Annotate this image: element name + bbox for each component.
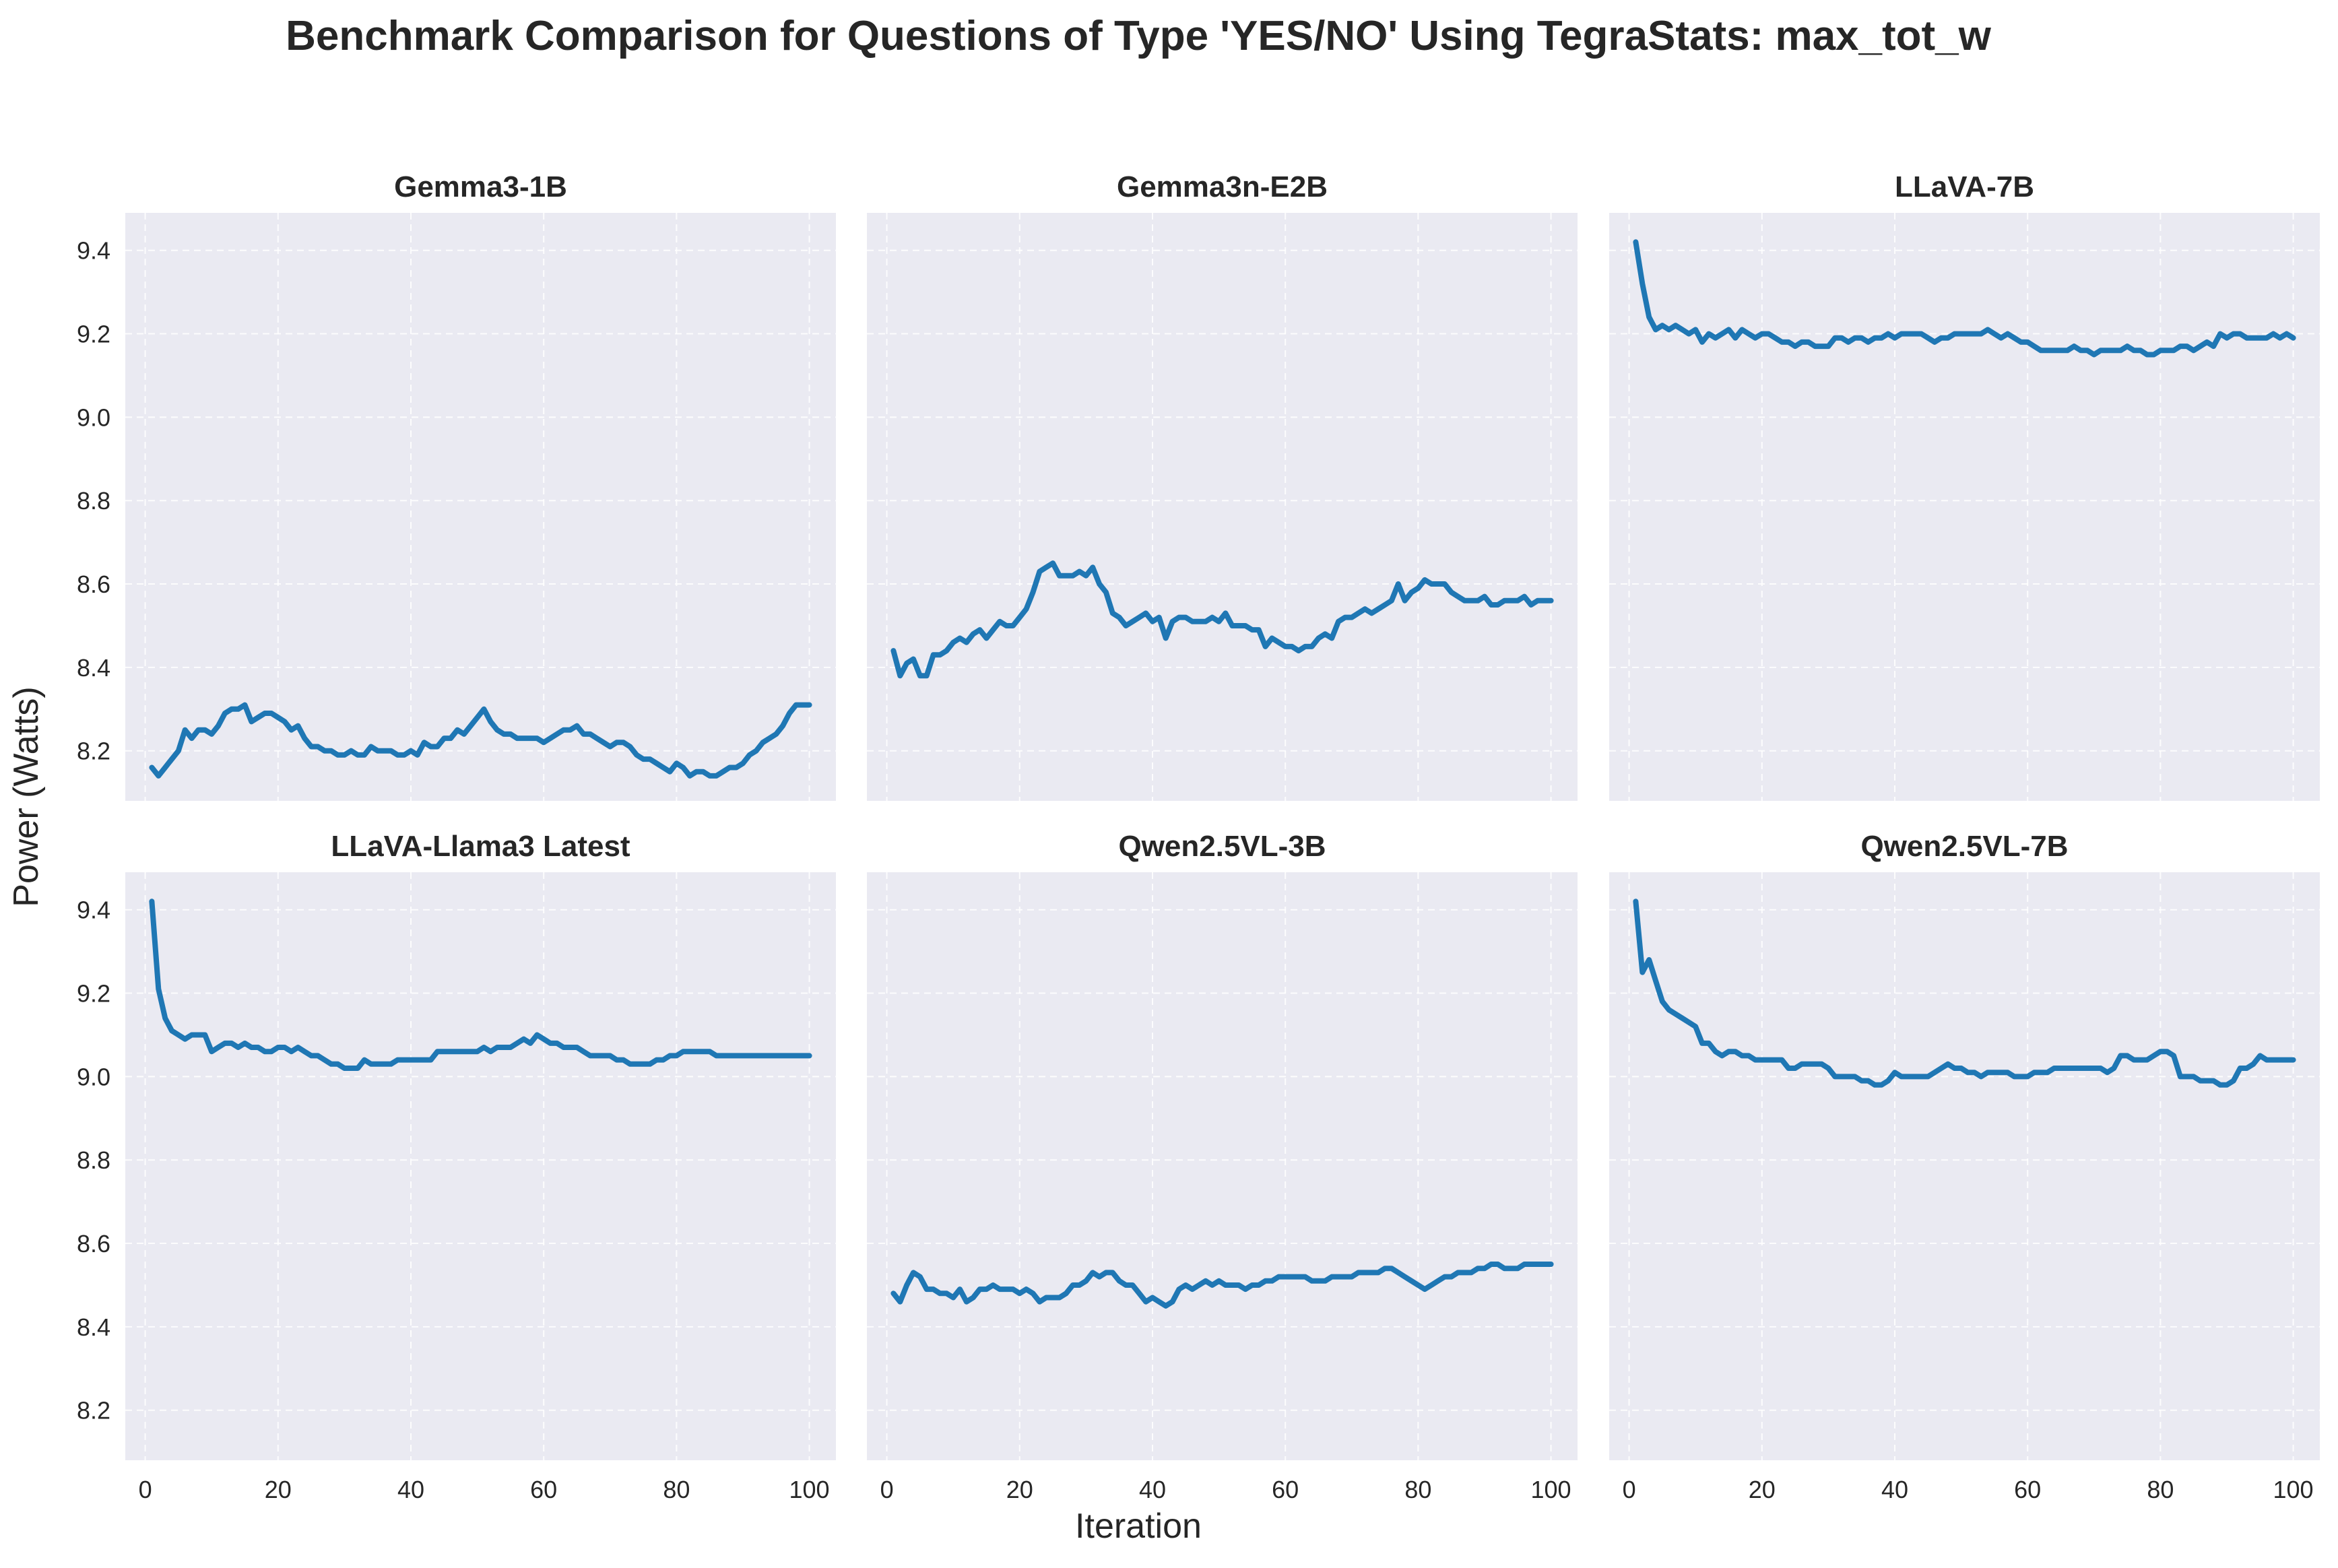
panel-title: Gemma3n-E2B (1117, 170, 1328, 203)
series-line (890, 560, 1554, 679)
y-tick-label: 8.6 (77, 1230, 110, 1257)
y-tick-label: 8.2 (77, 1397, 110, 1425)
series-line (1633, 899, 2296, 1088)
x-tick-label: 20 (1749, 1476, 1776, 1503)
x-axis-label: Iteration (1075, 1507, 1202, 1546)
x-tick-label: 0 (1623, 1476, 1636, 1503)
panel-title: LLaVA-7B (1895, 170, 2034, 203)
panel-qwen2-5vl-3b: Qwen2.5VL-3B 0 20 40 60 80 100 (867, 830, 1578, 1503)
panel-gemma3-1b: Gemma3-1B 8.2 8.4 8.6 8.8 9.0 9.2 9.4 (77, 170, 836, 801)
series-line (149, 899, 812, 1071)
y-tick-label: 8.4 (77, 1313, 110, 1341)
y-tick-label: 9.2 (77, 980, 110, 1008)
x-tick-label: 40 (1881, 1476, 1908, 1503)
panel-title: Qwen2.5VL-7B (1860, 830, 2068, 863)
y-axis-label: Power (Watts) (7, 686, 46, 907)
series-line (890, 1262, 1554, 1309)
x-tick-label: 100 (789, 1476, 830, 1503)
panel-background (867, 213, 1578, 801)
x-tick-label: 20 (1006, 1476, 1033, 1503)
panel-background (1609, 213, 2320, 801)
y-tick-label: 9.4 (77, 896, 110, 924)
panel-title: Qwen2.5VL-3B (1118, 830, 1326, 863)
series-line (1633, 239, 2296, 358)
x-tick-label: 0 (880, 1476, 894, 1503)
y-tick-label: 8.4 (77, 654, 110, 682)
y-tick-label: 9.0 (77, 403, 110, 431)
panel-gemma3n-e2b: Gemma3n-E2B (867, 170, 1578, 801)
x-tick-label: 0 (139, 1476, 152, 1503)
x-tick-label: 100 (1531, 1476, 1571, 1503)
y-tick-label: 8.8 (77, 487, 110, 515)
panel-llava-llama3-latest: LLaVA-Llama3 Latest 8.2 8.4 8.6 8.8 9.0 9.2 9.4… (77, 830, 836, 1503)
y-tick-label: 8.6 (77, 570, 110, 598)
x-tick-label: 60 (530, 1476, 557, 1503)
y-tick-label: 8.2 (77, 738, 110, 765)
x-tick-label: 40 (397, 1476, 424, 1503)
x-tick-label: 40 (1139, 1476, 1166, 1503)
panel-qwen2-5vl-7b: Qwen2.5VL-7B 0 20 40 60 80 100 (1609, 830, 2320, 1503)
x-tick-label: 80 (2147, 1476, 2174, 1503)
x-tick-label: 80 (663, 1476, 690, 1503)
y-tick-label: 9.4 (77, 237, 110, 265)
panel-title: LLaVA-Llama3 Latest (331, 830, 630, 863)
x-tick-label: 80 (1404, 1476, 1431, 1503)
series-line (149, 702, 812, 779)
figure-title: Benchmark Comparison for Questions of Ty… (286, 13, 1992, 59)
y-tick-label: 9.0 (77, 1063, 110, 1090)
x-tick-label: 60 (1272, 1476, 1299, 1503)
y-tick-label: 9.2 (77, 321, 110, 348)
panel-background (1609, 872, 2320, 1460)
panel-grid: Gemma3-1B 8.2 8.4 8.6 8.8 9.0 9.2 9.4 Gemma3n-E2… (77, 170, 2320, 1503)
y-tick-label: 8.8 (77, 1146, 110, 1174)
panel-background (867, 872, 1578, 1460)
panel-llava-7b: LLaVA-7B (1609, 170, 2320, 801)
panel-background (125, 872, 836, 1460)
x-tick-label: 60 (2014, 1476, 2041, 1503)
panel-title: Gemma3-1B (394, 170, 567, 203)
x-tick-label: 20 (265, 1476, 292, 1503)
x-tick-label: 100 (2273, 1476, 2314, 1503)
